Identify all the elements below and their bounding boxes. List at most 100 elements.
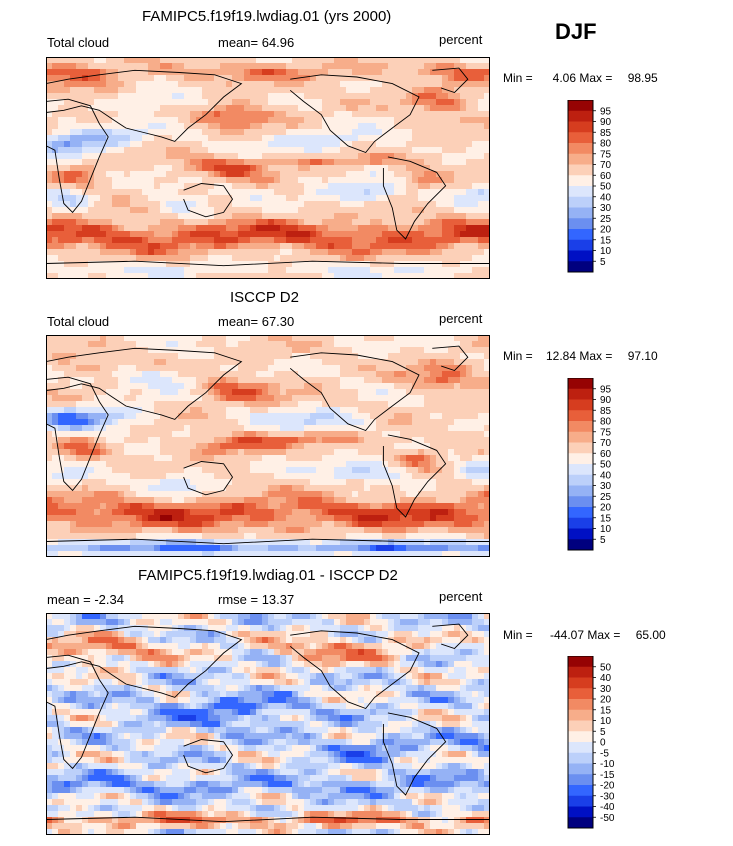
panel-2-cell [430,347,437,354]
panel-1-cell [154,261,161,268]
panel-2-cell [46,413,53,420]
panel-1-cell [220,189,227,196]
panel-2-cell [478,341,485,348]
panel-1-cell [442,123,449,130]
panel-1-minmax: Min = 4.06 Max = 98.95 [503,71,658,85]
panel-1-cell [430,75,437,82]
panel-1-cell [220,63,227,70]
panel-1-cell [136,93,143,100]
panel-2-cell [190,449,197,456]
panel-2-cell [100,437,107,444]
panel-2-cell [262,353,269,360]
panel-2-cell [244,413,251,420]
panel-1-cell [232,177,239,184]
panel-2-cell [190,365,197,372]
panel-2-cell [340,425,347,432]
panel-1-cell [142,159,149,166]
panel-1-cell [274,93,281,100]
panel-2-cell [214,389,221,396]
panel-1-cell [214,117,221,124]
panel-2-cell [208,437,215,444]
panel-1-cell [172,261,179,268]
panel-2-cell [460,485,467,492]
panel-1-cell [304,207,311,214]
panel-1-cell [274,123,281,130]
panel-2-cell [406,491,413,498]
panel-2-cell [208,413,215,420]
panel-2-cell [286,407,293,414]
panel-1-cell [412,129,419,136]
panel-1-cell [130,135,137,142]
panel-1-cell [304,81,311,88]
panel-1-cell [340,255,347,262]
panel-2-cell [328,485,335,492]
panel-1-colorbar-box [568,175,593,187]
panel-2-cell [298,347,305,354]
panel-1-cell [358,177,365,184]
panel-1-cell [298,141,305,148]
panel-2-cell [436,395,443,402]
panel-1-cell [292,273,299,279]
panel-1-cell [376,177,383,184]
panel-2-cell [484,389,490,396]
panel-1-cell [172,93,179,100]
panel-2-cell [124,479,131,486]
panel-2-cell [232,485,239,492]
panel-1-cell [388,147,395,154]
panel-2-units-label: percent [439,311,483,326]
panel-2-cell [244,407,251,414]
panel-2-cell [484,335,490,342]
panel-1-cell [112,81,119,88]
panel-1-cell [310,213,317,220]
panel-1-cell [52,105,59,112]
panel-1-cell [388,165,395,172]
panel-2-cell [484,455,490,462]
panel-2-cell [172,497,179,504]
panel-1-cell [106,249,113,256]
panel-2-cell [364,401,371,408]
panel-1-cell [298,249,305,256]
panel-1-cell [424,231,431,238]
panel-1-cell [316,171,323,178]
panel-2-cell [370,455,377,462]
panel-2-cell [124,389,131,396]
panel-2-cell [82,461,89,468]
panel-2-cell [448,353,455,360]
panel-2-cell [76,383,83,390]
panel-2-cell [82,473,89,480]
panel-2-cell [160,365,167,372]
panel-1-map [46,57,490,279]
panel-1-cell [442,207,449,214]
panel-2-cell [82,365,89,372]
panel-1-cell [70,129,77,136]
panel-1-cell [412,225,419,232]
panel-1-cell [412,87,419,94]
panel-1-cell [172,267,179,274]
panel-2-cell [130,443,137,450]
panel-1-cell [478,261,485,268]
panel-2-cell [316,395,323,402]
panel-2-cell [310,449,317,456]
panel-1-cell [292,231,299,238]
panel-2-cell [130,407,137,414]
panel-1-cell [454,99,461,106]
panel-2-cell [442,335,449,342]
panel-1-cell [370,147,377,154]
panel-2-cell [364,365,371,372]
panel-2-cell [376,395,383,402]
panel-1-cell [148,243,155,250]
panel-2-cell [370,365,377,372]
panel-1-cell [454,243,461,250]
panel-2-cell [142,461,149,468]
panel-1-cell [322,255,329,262]
panel-2-cell [466,443,473,450]
panel-2-cell [436,497,443,504]
panel-1-cell [280,183,287,190]
panel-2-cell [292,407,299,414]
panel-2-cell [400,341,407,348]
panel-1-cell [340,195,347,202]
panel-1-cell [448,201,455,208]
panel-2-cell [118,503,125,510]
panel-1-cell [364,243,371,250]
panel-1-cell [64,219,71,226]
